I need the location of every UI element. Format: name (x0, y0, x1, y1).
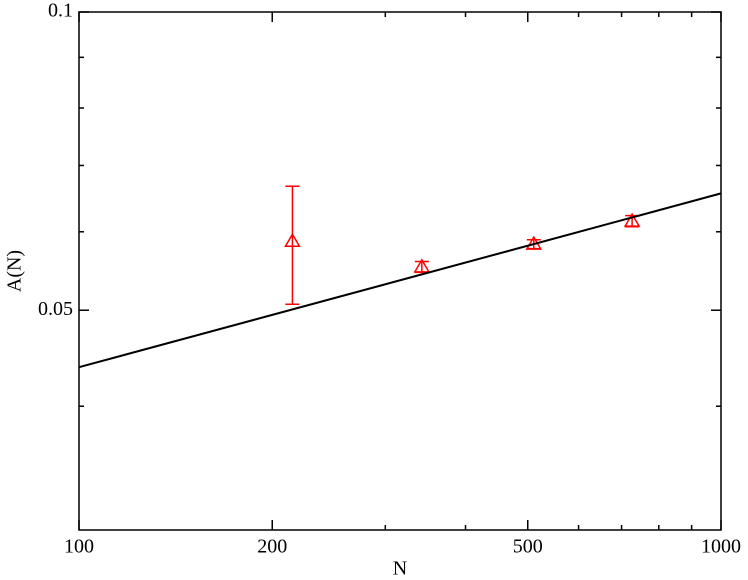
y-tick-label: 0.05 (38, 298, 73, 320)
plot-frame (78, 11, 722, 531)
y-axis-label: A(N) (4, 250, 26, 292)
error-bar (285, 185, 300, 305)
x-tick-label: 1000 (701, 536, 741, 558)
fit-line (78, 192, 722, 369)
x-tick-label: 200 (257, 536, 287, 558)
x-tick-label: 500 (513, 536, 543, 558)
y-tick-label: 0.1 (48, 0, 73, 22)
x-axis-label: N (393, 558, 407, 580)
marker (413, 258, 431, 273)
marker (284, 232, 301, 247)
x-tick-label: 100 (64, 536, 94, 558)
marker (623, 212, 641, 227)
